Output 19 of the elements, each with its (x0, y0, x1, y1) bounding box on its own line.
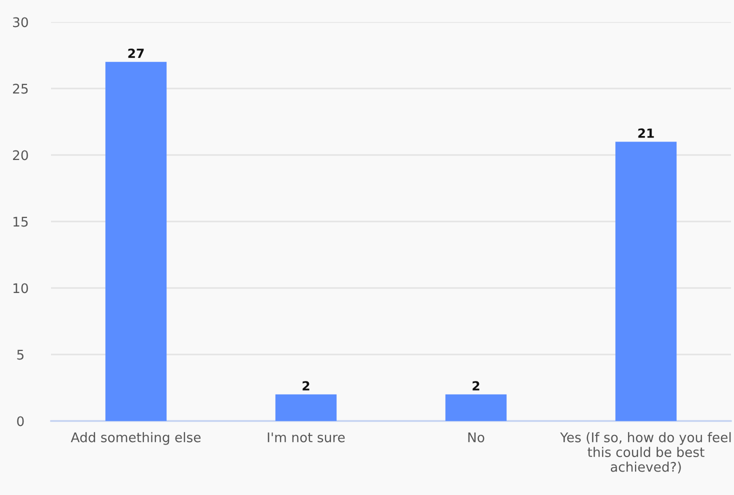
y-tick-label: 0 (17, 416, 24, 426)
data-label: 2 (302, 381, 310, 390)
bar (275, 394, 337, 421)
data-label: 27 (128, 48, 144, 58)
y-tick-label: 5 (17, 350, 24, 360)
bar (615, 142, 677, 421)
y-tick-label: 30 (13, 17, 28, 28)
x-tick-label: I'm not sure (268, 432, 345, 442)
y-tick-label: 10 (14, 283, 28, 294)
y-tick-label: 15 (14, 216, 28, 227)
data-label: 21 (638, 128, 654, 138)
y-tick-label: 25 (13, 84, 28, 94)
y-tick-label: 20 (13, 150, 28, 160)
bar (445, 394, 507, 421)
bar (105, 62, 167, 421)
x-tick-label: Yes (If so, how do you feel this could be best achieved?) (560, 432, 731, 474)
data-label: 2 (472, 381, 480, 390)
x-tick-label: Add something else (70, 432, 201, 445)
x-tick-label: No (468, 432, 484, 442)
